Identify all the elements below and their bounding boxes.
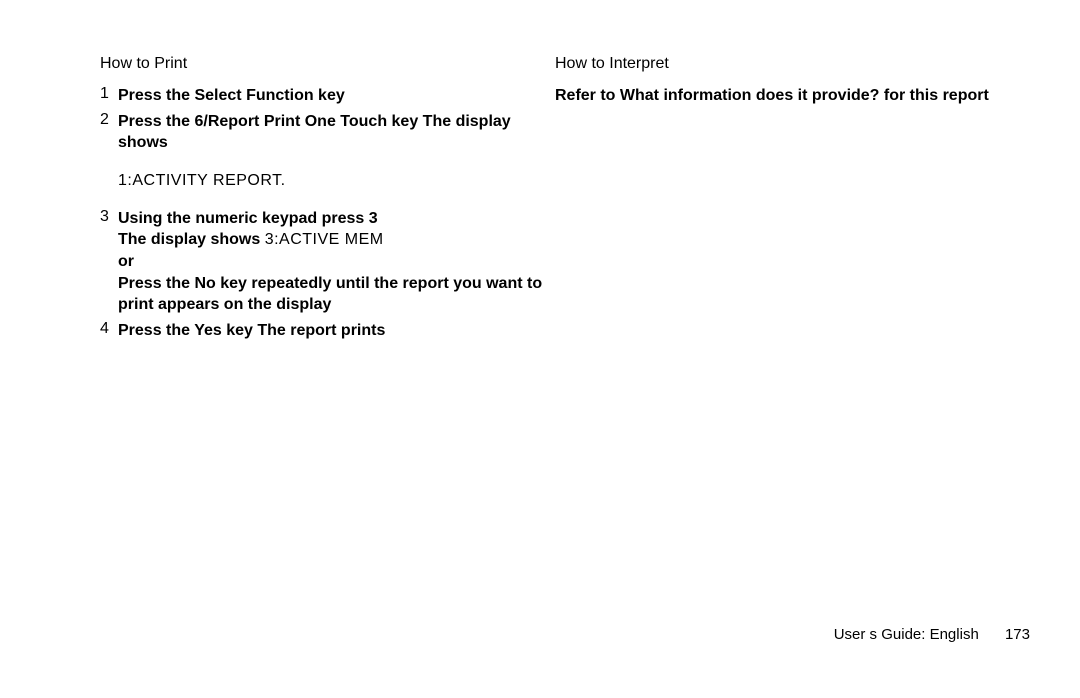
step3-line2a: The display shows	[118, 231, 265, 248]
right-column: How to Interpret Refer to What informati…	[555, 55, 1080, 107]
step3-line2: The display shows 3:ACTIVE MEM	[118, 229, 545, 251]
step-text: Press the 6/Report Print One Touch key T…	[118, 111, 545, 154]
right-text: Refer to What information does it provid…	[555, 85, 1080, 107]
step-3: 3 Using the numeric keypad press 3 The d…	[100, 208, 545, 316]
step-text: Press the Select Function key	[118, 85, 345, 107]
step3-or: or	[118, 251, 545, 273]
step-1: 1 Press the Select Function key	[100, 85, 545, 107]
step3-line1: Using the numeric keypad press 3	[118, 208, 545, 230]
step-2: 2 Press the 6/Report Print One Touch key…	[100, 111, 545, 154]
left-heading: How to Print	[100, 55, 545, 73]
step-number: 3	[100, 208, 118, 316]
step-number: 2	[100, 111, 118, 154]
step-number: 4	[100, 320, 118, 342]
display-readout-2: 3:ACTIVE MEM	[265, 231, 384, 248]
page-footer: User s Guide: English 173	[834, 626, 1030, 643]
left-column: How to Print 1 Press the Select Function…	[100, 55, 545, 341]
footer-label: User s Guide: English	[834, 626, 979, 643]
step3-line4: Press the No key repeatedly until the re…	[118, 273, 545, 316]
step-text: Press the Yes key The report prints	[118, 320, 385, 342]
step-number: 1	[100, 85, 118, 107]
step-4: 4 Press the Yes key The report prints	[100, 320, 545, 342]
display-readout-1: 1:ACTIVITY REPORT.	[118, 172, 545, 190]
document-page: How to Print 1 Press the Select Function…	[0, 0, 1080, 698]
step-text: Using the numeric keypad press 3 The dis…	[118, 208, 545, 316]
page-number: 173	[1005, 626, 1030, 643]
right-heading: How to Interpret	[555, 55, 1080, 73]
